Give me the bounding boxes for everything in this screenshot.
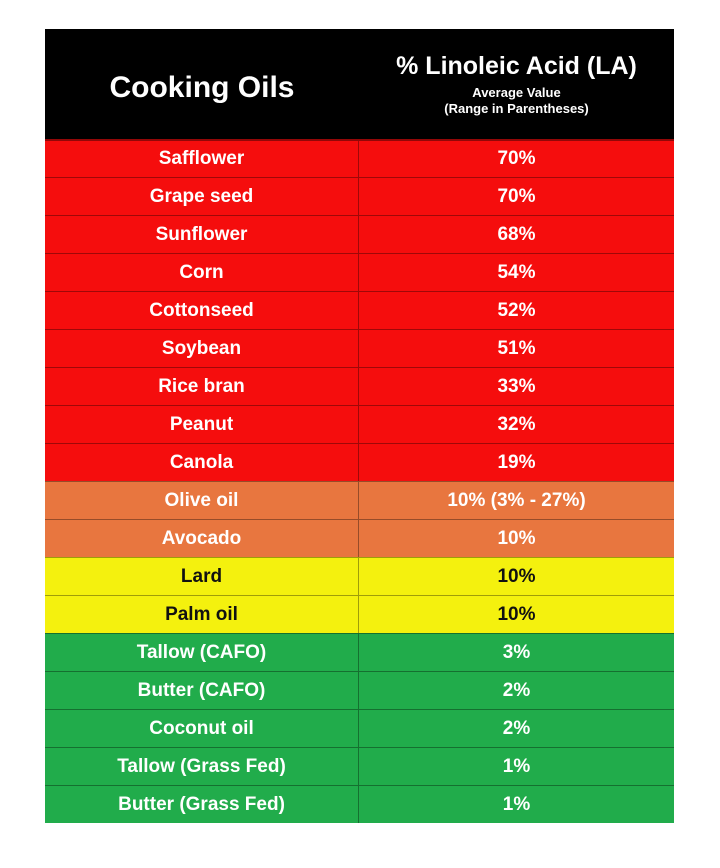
table-row: Soybean 51% xyxy=(45,329,674,367)
table-row: Lard 10% xyxy=(45,557,674,595)
la-value-cell: 32% xyxy=(497,413,536,435)
oil-name-cell: Rice bran xyxy=(45,368,359,405)
table-row: Grape seed 70% xyxy=(45,177,674,215)
oil-name-cell: Cottonseed xyxy=(45,292,359,329)
table-row: Butter (Grass Fed) 1% xyxy=(45,785,674,823)
oil-name-cell: Canola xyxy=(45,444,359,481)
oil-name-cell: Grape seed xyxy=(45,178,359,215)
la-value-cell: 70% xyxy=(497,148,536,169)
oil-name-cell: Peanut xyxy=(45,406,359,443)
header-linoleic-acid: % Linoleic Acid (LA) Average Value (Rang… xyxy=(359,29,674,139)
la-value-cell: 2% xyxy=(502,717,531,739)
table-row: Avocado 10% xyxy=(45,519,674,557)
table-row: Palm oil 10% xyxy=(45,595,674,633)
oil-name-cell: Olive oil xyxy=(45,482,359,519)
table-body: Safflower 70% Grape seed 70% Sunflower 68% Cor… xyxy=(45,139,674,823)
oil-name-cell: Butter (CAFO) xyxy=(45,672,359,709)
table-header: Cooking Oils % Linoleic Acid (LA) Averag… xyxy=(45,29,674,139)
oil-name-cell: Safflower xyxy=(45,141,359,177)
header-la-title: % Linoleic Acid (LA) xyxy=(396,51,637,80)
oil-name-cell: Butter (Grass Fed) xyxy=(45,786,359,823)
table-row: Coconut oil 2% xyxy=(45,709,674,747)
table-row: Tallow (CAFO) 3% xyxy=(45,633,674,671)
oil-name-cell: Sunflower xyxy=(45,216,359,253)
la-value-cell: 1% xyxy=(502,793,531,815)
linoleic-acid-table: Cooking Oils % Linoleic Acid (LA) Averag… xyxy=(45,29,674,823)
table-row: Corn 54% xyxy=(45,253,674,291)
oil-name-cell: Tallow (CAFO) xyxy=(45,634,359,671)
header-cooking-oils: Cooking Oils xyxy=(109,71,295,104)
table-row: Canola 19% xyxy=(45,443,674,481)
la-value-cell: 19% xyxy=(497,451,536,473)
la-value-cell: 33% xyxy=(497,375,536,397)
oil-name-cell: Corn xyxy=(45,254,359,291)
table-row: Peanut 32% xyxy=(45,405,674,443)
oil-name-cell: Soybean xyxy=(45,330,359,367)
header-average-value: Average Value xyxy=(472,84,561,100)
table-row: Safflower 70% xyxy=(45,139,674,177)
oil-name-cell: Avocado xyxy=(45,520,359,557)
la-value-cell: 70% xyxy=(497,185,536,207)
header-range-note: (Range in Parentheses) xyxy=(444,100,589,116)
table-row: Sunflower 68% xyxy=(45,215,674,253)
oil-name-cell: Palm oil xyxy=(45,596,359,633)
la-value-cell: 54% xyxy=(497,261,536,283)
oil-name-cell: Lard xyxy=(45,558,359,595)
la-value-cell: 10% xyxy=(497,603,536,625)
table-row: Butter (CAFO) 2% xyxy=(45,671,674,709)
la-value-cell: 3% xyxy=(502,641,531,663)
oil-name-cell: Coconut oil xyxy=(45,710,359,747)
la-value-cell: 10% xyxy=(497,565,536,587)
la-value-cell: 52% xyxy=(497,299,536,321)
table-row: Rice bran 33% xyxy=(45,367,674,405)
la-value-cell: 2% xyxy=(502,679,531,701)
la-value-cell: 1% xyxy=(502,755,531,777)
oil-name-cell: Tallow (Grass Fed) xyxy=(45,748,359,785)
la-value-cell: 51% xyxy=(497,337,536,359)
la-value-cell: 10% (3% - 27%) xyxy=(447,489,586,511)
table-row: Tallow (Grass Fed) 1% xyxy=(45,747,674,785)
la-value-cell: 68% xyxy=(497,223,536,245)
table-row: Cottonseed 52% xyxy=(45,291,674,329)
la-value-cell: 10% xyxy=(497,527,536,549)
table-row: Olive oil 10% (3% - 27%) xyxy=(45,481,674,519)
